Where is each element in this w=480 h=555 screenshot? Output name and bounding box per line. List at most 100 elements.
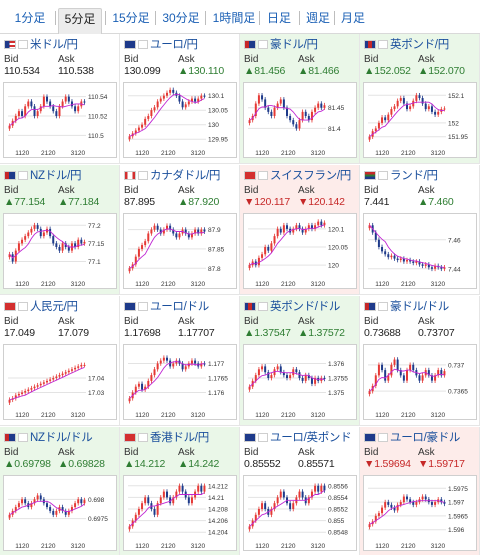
rate-cell[interactable]: ユーロ/英ポンド Bid Ask 0.85552 0.85571 0.8556 0.8554… (240, 427, 360, 555)
candle-body (301, 111, 304, 121)
tab-2[interactable]: 15分足 (112, 11, 150, 25)
mini-chart[interactable]: 0.737 0.7365 1120 2120 3120 (363, 344, 477, 420)
candle-body (304, 111, 307, 116)
pair-name[interactable]: 人民元/円 (30, 301, 78, 313)
mini-chart[interactable]: 81.45 81.4 1120 2120 3120 (243, 82, 357, 158)
currency-flag-icon (364, 39, 376, 49)
y-tick-label: 0.8552 (328, 507, 348, 514)
mini-chart[interactable]: 17.04 17.03 1120 2120 3120 (3, 344, 117, 420)
mini-chart[interactable]: 120.1 120.05 120 1120 2120 3120 (243, 213, 357, 289)
candle-body (49, 379, 52, 381)
pair-title[interactable]: 人民元/円 (4, 299, 78, 313)
mini-chart[interactable]: 0.8556 0.8554 0.8552 0.855 0.8548 1120 2120 312… (243, 475, 357, 551)
mini-chart[interactable]: 7.46 7.44 1120 2120 3120 (363, 213, 477, 289)
x-tick-label: 2120 (281, 412, 296, 419)
pair-name[interactable]: ランド/円 (390, 170, 438, 182)
rate-cell[interactable]: 人民元/円 Bid Ask 17.049 17.079 17.04 17.03 1120 212… (0, 296, 120, 426)
pair-title[interactable]: ユーロ/豪ドル (364, 430, 460, 444)
pair-name[interactable]: 英ポンド/ドル (270, 301, 341, 313)
ask-label: Ask (298, 185, 315, 196)
pair-title[interactable]: 英ポンド/円 (364, 37, 449, 51)
pair-name[interactable]: カナダドル/円 (150, 170, 221, 182)
ask-label: Ask (58, 447, 75, 458)
pair-name[interactable]: NZドル/円 (30, 170, 82, 182)
pair-title[interactable]: 豪ドル/円 (244, 37, 318, 51)
pair-title[interactable]: ランド/円 (364, 168, 438, 182)
tab-5[interactable]: 日足 (266, 11, 291, 25)
tab-7[interactable]: 月足 (340, 11, 365, 25)
rate-cell[interactable]: スイスフラン/円 Bid Ask ▼120.117 ▼120.142 120.1 120.0… (240, 165, 360, 295)
candle-body (424, 496, 427, 500)
candle-body (390, 364, 393, 376)
candle-body (42, 382, 45, 384)
pair-title[interactable]: カナダドル/円 (124, 168, 220, 182)
pair-name[interactable]: ユーロ/英ポンド (270, 432, 352, 444)
rate-cell[interactable]: ランド/円 Bid Ask 7.441 ▲7.460 7.46 7.44 1120 2120 31… (360, 165, 480, 295)
mini-chart[interactable]: 1.177 1.1765 1.176 1120 2120 3120 (123, 344, 237, 420)
pair-name[interactable]: 香港ドル/円 (150, 432, 209, 444)
rate-cell[interactable]: NZドル/ドル Bid Ask ▲0.69798 ▲0.69828 0.698 0.6975… (0, 427, 120, 555)
tab-3[interactable]: 30分足 (162, 11, 200, 25)
pair-name[interactable]: スイスフラン/円 (270, 170, 351, 182)
pair-title[interactable]: スイスフラン/円 (244, 168, 351, 182)
tab-separator (205, 11, 206, 25)
rate-cell[interactable]: 香港ドル/円 Bid Ask ▲14.212 ▲14.242 14.212 14.21 14.… (120, 427, 240, 555)
candle-body (368, 524, 371, 528)
rate-cell[interactable]: 豪ドル/円 Bid Ask ▲81.456 ▲81.466 81.45 81.4 1120 21… (240, 34, 360, 164)
rate-cell[interactable]: 英ポンド/ドル Bid Ask ▲1.37547 ▲1.37572 1.376 1.3755… (240, 296, 360, 426)
bid-value: ▲152.052 (364, 65, 411, 77)
pair-title[interactable]: 香港ドル/円 (124, 430, 209, 444)
ask-value: ▲0.69828 (58, 458, 105, 470)
rate-cell[interactable]: 豪ドル/ドル Bid Ask 0.73688 0.73707 0.737 0.7365 112… (360, 296, 480, 426)
rate-grid: 米ドル/円 Bid Ask 110.534 110.538 110.54 110.52 110… (0, 34, 480, 555)
rate-cell[interactable]: NZドル/円 Bid Ask ▲77.154 ▲77.184 77.2 77.15 77.1 1… (0, 165, 120, 295)
pair-title[interactable]: 米ドル/円 (4, 37, 78, 51)
pair-title[interactable]: ユーロ/ドル (124, 299, 209, 313)
candle-body (402, 98, 405, 104)
pair-name[interactable]: ユーロ/豪ドル (390, 432, 461, 444)
mini-chart[interactable]: 77.2 77.15 77.1 1120 2120 3120 (3, 213, 117, 289)
rate-cell[interactable]: 英ポンド/円 Bid Ask ▲152.052 ▲152.070 152.1 152 151.… (360, 34, 480, 164)
tab-6[interactable]: 週足 (305, 11, 330, 25)
mini-chart[interactable]: 130.1 130.05 130 129.95 1120 2120 3120 (123, 82, 237, 158)
mini-chart[interactable]: 152.1 152 151.95 1120 2120 3120 (363, 82, 477, 158)
pair-title[interactable]: NZドル/円 (4, 168, 82, 182)
pair-name[interactable]: 英ポンド/円 (390, 39, 449, 51)
tab-0[interactable]: 1分足 (14, 11, 46, 25)
tab-1[interactable]: 5分足 (58, 8, 102, 34)
rate-cell[interactable]: 米ドル/円 Bid Ask 110.534 110.538 110.54 110.52 110… (0, 34, 120, 164)
candle-body (156, 225, 159, 230)
rate-cell[interactable]: ユーロ/豪ドル Bid Ask ▼1.59694 ▼1.59717 1.5975 1.597… (360, 427, 480, 555)
candle-body (153, 107, 156, 111)
mini-chart[interactable]: 1.5975 1.597 1.5965 1.596 1120 2120 3120 (363, 475, 477, 551)
mini-chart[interactable]: 87.9 87.85 87.8 1120 2120 3120 (123, 213, 237, 289)
moving-average-line (129, 228, 205, 269)
quote-flag-icon (378, 39, 388, 49)
tab-4[interactable]: 1時間足 (212, 11, 256, 25)
mini-chart[interactable]: 1.376 1.3755 1.375 1120 2120 3120 (243, 344, 357, 420)
x-tick-label: 1120 (375, 412, 389, 419)
y-tick-label: 1.596 (448, 527, 465, 534)
mini-chart[interactable]: 110.54 110.52 110.5 1120 2120 3120 (3, 82, 117, 158)
candle-body (279, 491, 282, 498)
pair-title[interactable]: NZドル/ドル (4, 430, 93, 444)
pair-name[interactable]: NZドル/ドル (30, 432, 93, 444)
rate-cell[interactable]: カナダドル/円 Bid Ask 87.895 ▲87.920 87.9 87.85 87.8 1… (120, 165, 240, 295)
pair-title[interactable]: 豪ドル/ドル (364, 299, 449, 313)
currency-flag-icon (4, 432, 16, 442)
candle-body (415, 95, 418, 101)
pair-name[interactable]: 豪ドル/円 (270, 39, 318, 51)
pair-name[interactable]: ユーロ/円 (150, 39, 198, 51)
pair-name[interactable]: 米ドル/円 (30, 39, 78, 51)
pair-title[interactable]: 英ポンド/ドル (244, 299, 340, 313)
pair-title[interactable]: ユーロ/英ポンド (244, 430, 352, 444)
candle-body (402, 258, 405, 262)
quote-flag-icon (258, 301, 268, 311)
mini-chart[interactable]: 14.212 14.21 14.208 14.206 14.204 1120 2120 312… (123, 475, 237, 551)
rate-cell[interactable]: ユーロ/円 Bid Ask 130.099 ▲130.110 130.1 130.05 130… (120, 34, 240, 164)
rate-cell[interactable]: ユーロ/ドル Bid Ask 1.17698 1.17707 1.177 1.1765 1.1… (120, 296, 240, 426)
mini-chart[interactable]: 0.698 0.6975 1120 2120 3120 (3, 475, 117, 551)
pair-name[interactable]: 豪ドル/ドル (390, 301, 449, 313)
pair-title[interactable]: ユーロ/円 (124, 37, 198, 51)
pair-name[interactable]: ユーロ/ドル (150, 301, 209, 313)
